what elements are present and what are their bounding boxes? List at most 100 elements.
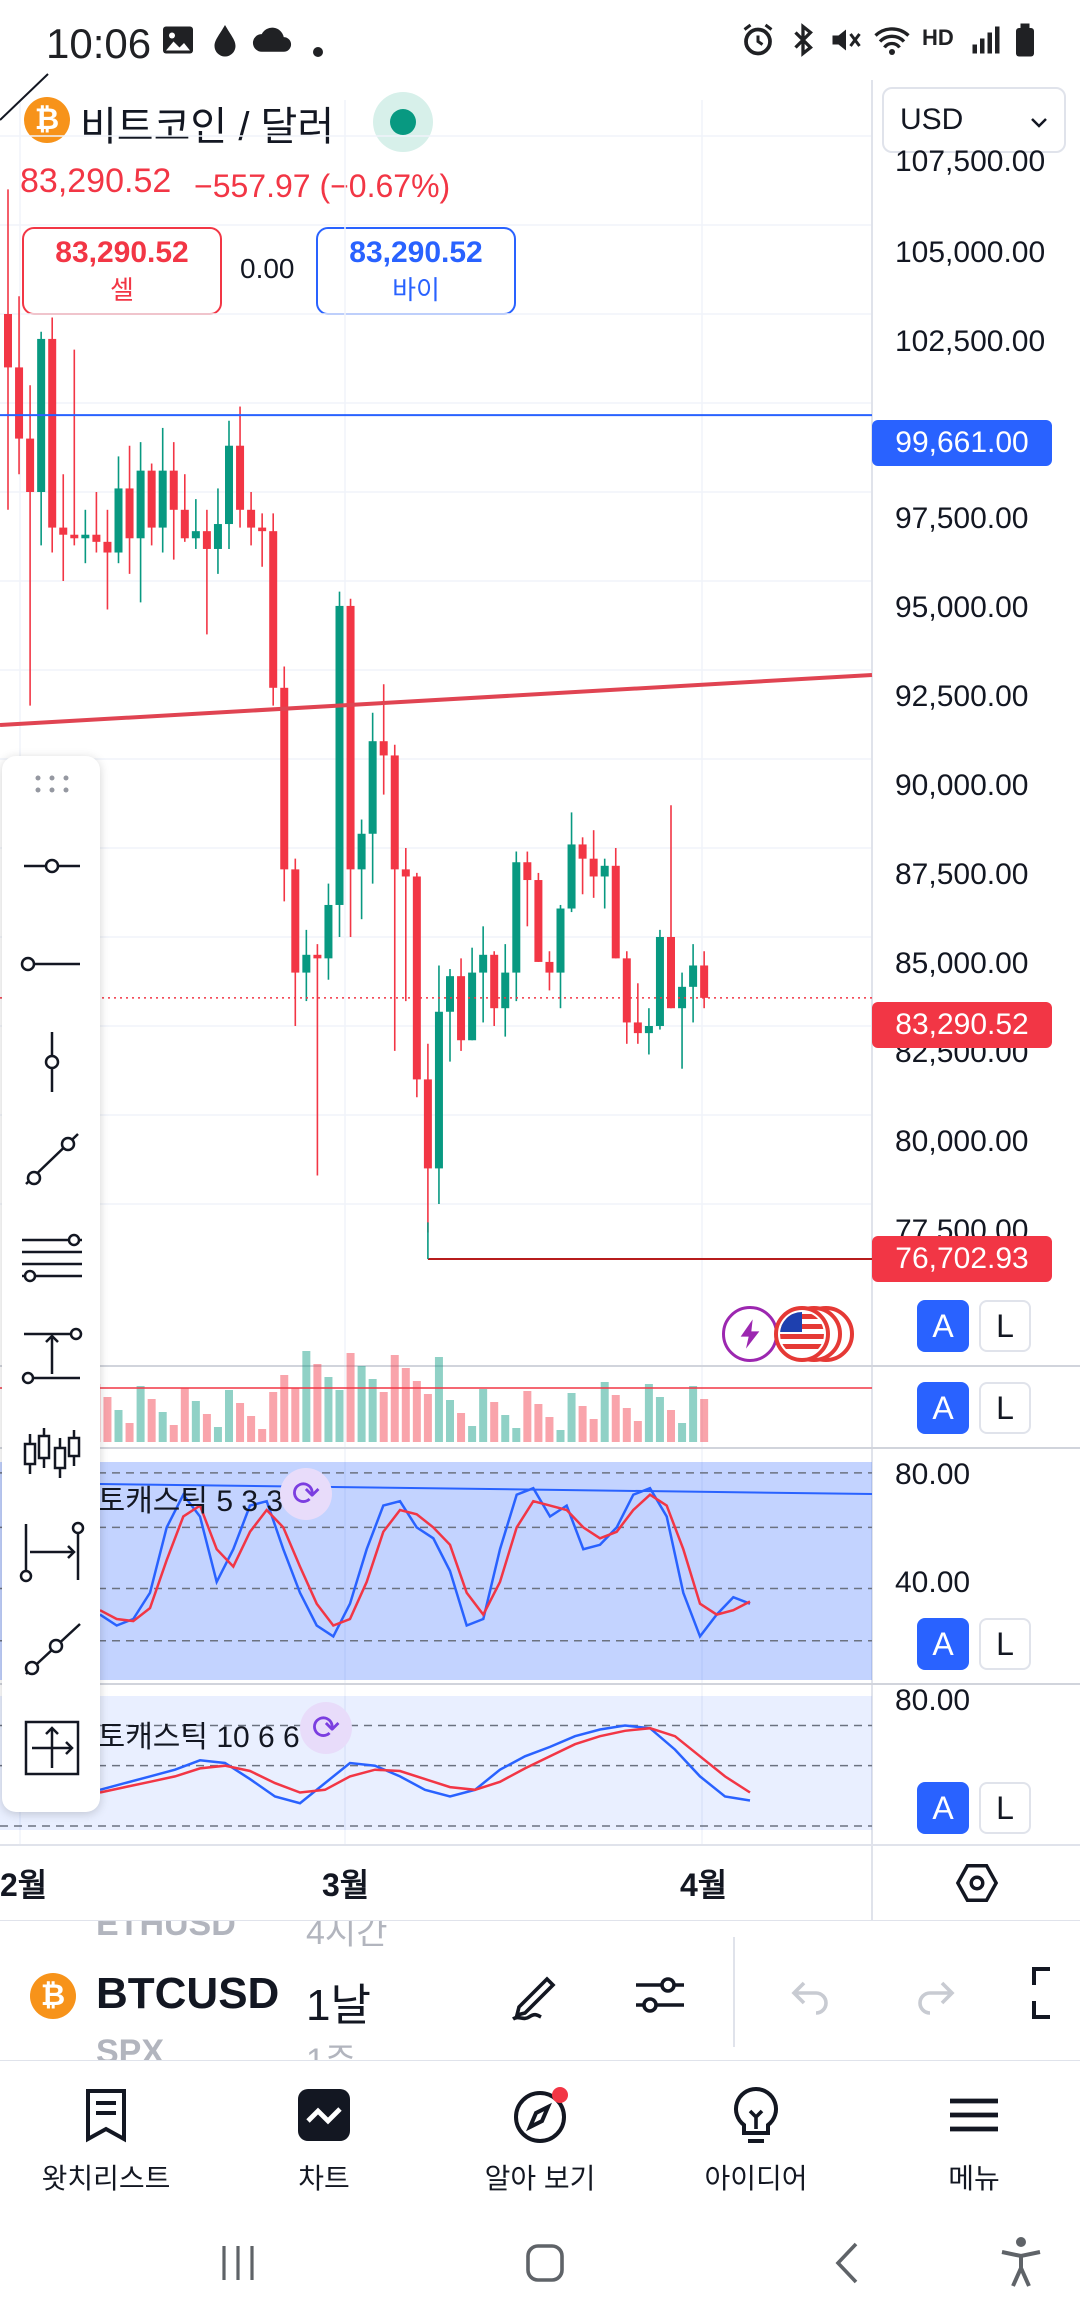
measure-tool-icon[interactable]: [16, 1712, 88, 1784]
candle-body: [390, 755, 399, 870]
low-line-price-badge[interactable]: 76,702.93: [872, 1236, 1052, 1282]
price-axis-label: 85,000.00: [895, 947, 1029, 980]
candle-body: [490, 954, 499, 1009]
symbol-title[interactable]: 비트코인 / 달러: [80, 105, 335, 149]
volume-bar: [225, 1390, 233, 1442]
indicator-panes: [0, 1462, 873, 1830]
back-icon[interactable]: [824, 2238, 874, 2288]
undo-icon[interactable]: [786, 1971, 834, 2019]
nav-label: 알아 보기: [484, 2163, 596, 2194]
prev-symbol[interactable]: ETHUSD: [96, 1920, 236, 1943]
candle-body: [103, 541, 112, 553]
nav-chart[interactable]: 차트: [224, 2071, 424, 2211]
stochastic-5-3-3-title[interactable]: 스토캐스틱 5 3 3: [70, 1485, 284, 1518]
stoch2-log-scale-button[interactable]: L: [979, 1782, 1031, 1834]
vertical-line-tool-icon[interactable]: [16, 1026, 88, 1098]
interval-picker[interactable]: 1날: [306, 1981, 371, 2030]
currency-value: USD: [900, 103, 964, 136]
redo-icon[interactable]: [912, 1971, 960, 2019]
price-axis-label: 97,500.00: [895, 502, 1029, 535]
time-axis-label: 3월: [322, 1867, 370, 1903]
currency-select[interactable]: USD: [882, 87, 1066, 153]
nav-label: 메뉴: [948, 2163, 1000, 2194]
horizontal-ray-tool-icon[interactable]: [16, 830, 88, 902]
indicator-settings-icon[interactable]: [628, 1963, 692, 2027]
refresh-icon[interactable]: ⟳: [300, 1702, 352, 1754]
buy-price: 83,290.52: [349, 235, 483, 269]
candle-body: [125, 488, 134, 539]
candle-body: [700, 965, 709, 998]
stoch2-d-line: [99, 1726, 751, 1794]
volume-bar: [346, 1353, 355, 1442]
menu-icon: [950, 2098, 998, 2132]
candle-body: [501, 972, 510, 1009]
auto-scale-button[interactable]: A: [917, 1300, 969, 1352]
candle-body: [114, 488, 123, 553]
stoch1-auto-scale-button[interactable]: A: [917, 1618, 969, 1670]
candle-body: [556, 908, 565, 973]
prev-interval[interactable]: 4시간: [306, 1920, 388, 1952]
price-axis-label: 80,000.00: [895, 1125, 1029, 1158]
volume-bar: [434, 1357, 443, 1442]
stoch1-log-scale-button[interactable]: L: [979, 1618, 1031, 1670]
next-interval[interactable]: 1주: [306, 2042, 357, 2061]
us-flag-event-icon[interactable]: [766, 1304, 856, 1364]
ideas-icon: [734, 2086, 778, 2143]
alarm-icon: [740, 22, 776, 67]
candle-body: [202, 531, 211, 549]
accessibility-icon[interactable]: [996, 2234, 1046, 2290]
volume-bar: [644, 1384, 653, 1442]
candle-body: [412, 876, 421, 1080]
candle-body: [644, 1026, 653, 1034]
price-chart[interactable]: [0, 0, 1080, 1920]
price-axis-label: 105,000.00: [895, 236, 1046, 269]
candle-body: [26, 438, 35, 492]
stochastic-10-6-6-title[interactable]: 스토캐스틱 10 6 6: [70, 1721, 300, 1754]
candle-pattern-tool-icon[interactable]: [16, 1418, 88, 1490]
parallel-channel-tool-icon[interactable]: [16, 1222, 88, 1294]
candle-body: [346, 605, 355, 870]
projection-tool-icon[interactable]: [16, 1320, 88, 1392]
log-scale-button[interactable]: L: [979, 1300, 1031, 1352]
candle-body: [4, 314, 12, 368]
stoch1-axis-label: 40.00: [895, 1566, 971, 1599]
stoch2-auto-scale-button[interactable]: A: [917, 1782, 969, 1834]
horizontal-line-tool-icon[interactable]: [16, 928, 88, 1000]
dot-icon: [312, 28, 324, 67]
candle-body: [59, 527, 68, 535]
lightning-event-icon[interactable]: [722, 1306, 778, 1362]
candle-body: [479, 954, 488, 973]
volume-bar: [545, 1417, 554, 1442]
volume-bar: [490, 1402, 499, 1442]
gallery-icon: [160, 22, 196, 67]
recent-apps-icon[interactable]: [214, 2238, 264, 2288]
volume-auto-scale-button[interactable]: A: [917, 1382, 969, 1434]
candle-body: [147, 470, 156, 528]
date-range-tool-icon[interactable]: [16, 1516, 88, 1588]
pencil-icon[interactable]: [505, 1963, 569, 2027]
volume-bar: [379, 1392, 388, 1442]
home-icon[interactable]: [520, 2238, 570, 2288]
fullscreen-icon[interactable]: [1030, 1961, 1080, 2025]
market-status-indicator[interactable]: [373, 92, 433, 152]
volume-log-scale-button[interactable]: L: [979, 1382, 1031, 1434]
chart-settings-icon[interactable]: [954, 1860, 1000, 1906]
trend-line-tool-icon[interactable]: [16, 1124, 88, 1196]
nav-explore[interactable]: 알아 보기: [440, 2071, 640, 2211]
chevron-down-icon: [1030, 103, 1048, 137]
nav-ideas[interactable]: 아이디어: [656, 2071, 856, 2211]
candle-body: [357, 833, 366, 870]
horizontal-line-price-badge[interactable]: 99,661.00: [872, 420, 1052, 466]
volume-bar: [125, 1423, 134, 1442]
nav-menu[interactable]: 메뉴: [874, 2071, 1074, 2211]
next-symbol[interactable]: SPX: [96, 2033, 165, 2061]
candle-body: [633, 1022, 642, 1034]
nav-watchlist[interactable]: 왓치리스트: [6, 2071, 206, 2211]
ray-tool-icon[interactable]: [16, 1614, 88, 1686]
candle-body: [611, 865, 620, 959]
candle-body: [457, 976, 466, 1041]
candle-body: [401, 869, 410, 877]
drag-handle-icon[interactable]: [32, 770, 72, 800]
refresh-icon[interactable]: ⟳: [280, 1468, 332, 1520]
symbol-picker[interactable]: BTCUSD: [96, 1969, 280, 2018]
